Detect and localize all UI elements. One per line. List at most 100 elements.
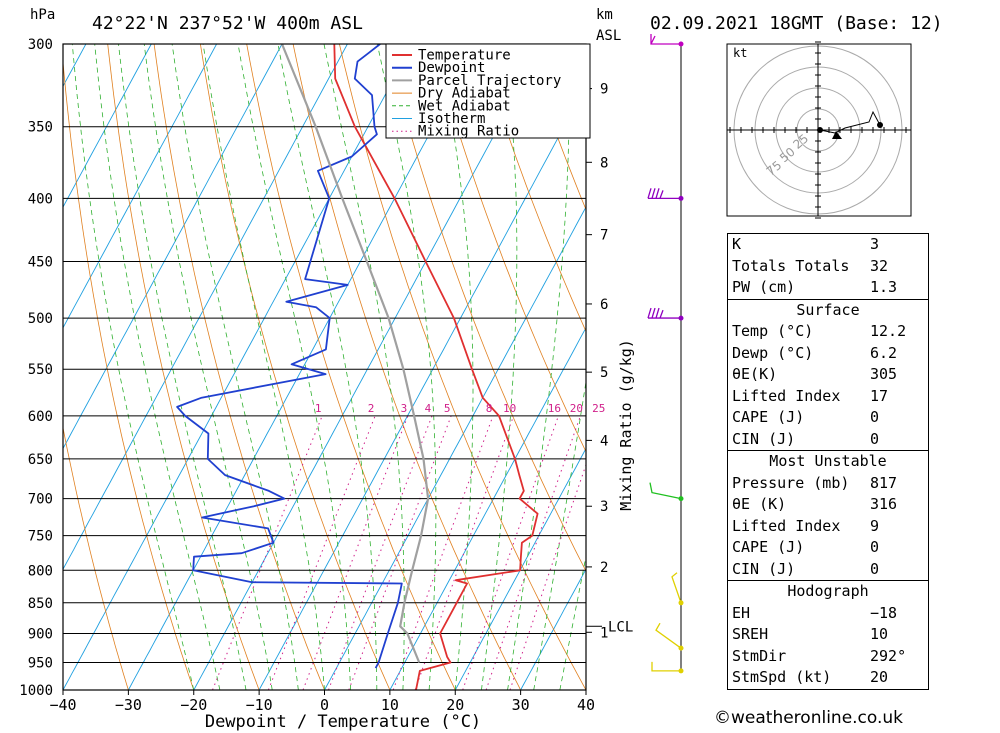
hodograph-end-dot: [877, 122, 883, 128]
index-value: 10: [870, 625, 889, 643]
index-label: Lifted Index: [732, 516, 841, 535]
index-label: K: [732, 235, 742, 253]
wet-adiabat-line: [171, 44, 299, 690]
isotherm-line: [63, 44, 414, 690]
index-label: Totals Totals: [732, 256, 850, 275]
index-value: 817: [870, 473, 898, 492]
indices-panel: K 3 Totals Totals 32 PW (cm) 1.3 Surface Temp…: [727, 233, 929, 690]
most-unstable-title: Most Unstable: [769, 452, 887, 470]
wet-adiabat-line: [118, 44, 247, 690]
pressure-tick-label: 500: [28, 311, 53, 327]
x-tick-label: −40: [49, 696, 76, 714]
km-label: km: [596, 7, 613, 23]
isotherm-line: [63, 44, 217, 329]
index-row: CIN (J) 0: [728, 429, 928, 451]
wind-barb: [650, 34, 681, 45]
isotherm-line: [0, 44, 21, 690]
dry-adiabat-line: [942, 44, 1000, 690]
km-tick-label: 2: [600, 560, 608, 576]
km-tick-label: 4: [600, 433, 608, 449]
x-tick-label: 30: [512, 696, 530, 714]
index-value: 3: [870, 235, 880, 253]
mixing-ratio-line: [485, 415, 581, 690]
hodograph-section: Hodograph EH −18 SREH 10 StmDir 292° StmSpd (k…: [728, 580, 928, 689]
index-row: Lifted Index 17: [728, 386, 928, 408]
x-tick-label: −20: [180, 696, 207, 714]
x-tick-label: 10: [381, 696, 399, 714]
legend-entry: Isotherm: [418, 111, 485, 127]
wind-barbs: [647, 34, 684, 674]
dry-adiabat-line: [478, 44, 586, 333]
km-tick-label: 1: [600, 625, 608, 641]
index-value: 12.2: [870, 322, 907, 340]
isotherm-line: [389, 326, 586, 690]
wet-adiabat-line: [559, 554, 586, 690]
wet-adiabat-line: [507, 44, 570, 690]
copyright: ©weatheronline.co.uk: [714, 708, 904, 728]
pressure-tick-label: 450: [28, 255, 53, 271]
wet-adiabat-line: [481, 44, 518, 690]
index-row: EH −18: [728, 603, 928, 625]
index-value: 0: [870, 408, 880, 426]
mixing-ratio-label: 25: [592, 402, 605, 415]
legend-entry: Wet Adiabat: [418, 98, 511, 114]
wet-adiabat-line: [277, 44, 378, 690]
hodograph-title: Hodograph: [787, 582, 869, 600]
index-label: CAPE (J): [732, 408, 805, 426]
index-value: 0: [870, 538, 880, 556]
index-row: θE (K) 316: [728, 494, 928, 516]
index-label: Dewp (°C): [732, 343, 814, 362]
index-label: EH: [732, 603, 751, 622]
index-label: Lifted Index: [732, 386, 841, 405]
temperature-line: [333, 44, 539, 690]
x-tick-label: −30: [115, 696, 142, 714]
wind-barb: [649, 482, 682, 500]
pressure-tick-label: 300: [28, 37, 53, 53]
index-value: 0: [870, 429, 880, 448]
pressure-tick-label: 900: [28, 626, 53, 642]
dry-adiabat-line: [63, 58, 195, 690]
index-row: Pressure (mb) 817: [728, 473, 928, 495]
index-row: StmDir 292°: [728, 646, 928, 668]
isotherm-line: [520, 568, 586, 690]
surface-title: Surface: [796, 300, 860, 319]
dry-adiabat-line: [246, 44, 456, 690]
sounding-series: [176, 44, 539, 690]
mixing-ratio-label: 1: [315, 402, 322, 415]
pressure-tick-label: 800: [28, 563, 53, 579]
general-indices: K 3 Totals Totals 32 PW (cm) 1.3: [728, 234, 928, 299]
legend-entry: Temperature: [418, 48, 511, 64]
index-row: CAPE (J) 0: [728, 407, 928, 429]
legend-box: [385, 43, 591, 139]
index-label: StmDir: [732, 646, 787, 665]
legend-entry: Dewpoint: [418, 60, 485, 76]
index-row: SREH 10: [728, 624, 928, 646]
pressure-tick-label: 700: [28, 492, 53, 508]
wet-adiabat-line: [94, 44, 221, 690]
mixing-ratio-label: 16: [548, 402, 561, 415]
index-row: Dewp (°C) 6.2: [728, 343, 928, 365]
wind-barb: [647, 188, 681, 200]
x-tick-label: 40: [577, 696, 595, 714]
pressure-tick-label: 400: [28, 191, 53, 207]
x-tick-label: 0: [320, 696, 329, 714]
km-tick-label: 5: [600, 365, 608, 381]
legend-entry: Parcel Trajectory: [418, 73, 561, 89]
x-tick-label: 20: [446, 696, 464, 714]
wind-barb: [651, 661, 681, 672]
wet-adiabat-line: [323, 44, 405, 690]
index-row: Temp (°C) 12.2: [728, 321, 928, 343]
asl-label: ASL: [596, 28, 621, 44]
mixing-ratio-label: 4: [425, 402, 432, 415]
mixing-ratio-label: 3: [401, 402, 408, 415]
hpa-label: hPa: [30, 7, 55, 23]
pressure-tick-label: 350: [28, 120, 53, 136]
pressure-tick-label: 850: [28, 596, 53, 612]
mixing-ratio-label: 2: [368, 402, 375, 415]
index-value: 9: [870, 516, 880, 535]
pressure-tick-label: 600: [28, 409, 53, 425]
mixing-ratio-line: [302, 415, 409, 690]
isotherm-line: [258, 85, 586, 690]
index-label: StmSpd (kt): [732, 668, 832, 686]
